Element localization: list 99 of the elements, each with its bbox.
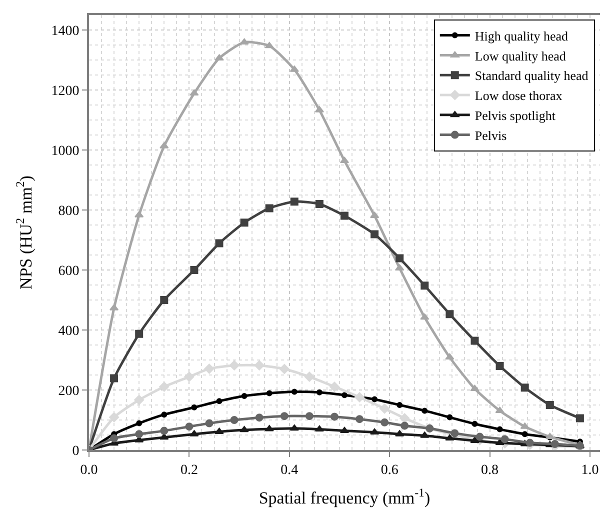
point xyxy=(342,392,348,398)
point xyxy=(110,374,118,382)
point xyxy=(496,362,504,370)
point xyxy=(370,230,379,238)
point xyxy=(340,212,348,220)
y-tick-label: 1400 xyxy=(51,24,80,39)
point xyxy=(205,419,214,428)
point xyxy=(229,360,240,370)
point xyxy=(159,382,170,392)
point xyxy=(472,420,478,427)
point xyxy=(445,434,454,441)
point xyxy=(135,430,144,438)
x-tick-label: 1.0 xyxy=(581,462,599,478)
point xyxy=(446,310,454,318)
point xyxy=(161,412,168,418)
point xyxy=(340,426,350,434)
point xyxy=(546,401,554,409)
y-tick-label: 0 xyxy=(72,444,80,459)
point xyxy=(304,372,314,382)
point xyxy=(400,422,409,430)
point xyxy=(316,389,322,396)
point xyxy=(290,424,299,431)
point xyxy=(496,426,503,432)
point xyxy=(314,425,324,432)
point xyxy=(241,393,248,399)
point xyxy=(446,414,453,420)
x-axis-title: Spatial frequency (mm$^{-1}$) xyxy=(258,486,430,508)
point xyxy=(265,204,274,212)
point xyxy=(160,296,168,304)
point xyxy=(420,282,429,290)
point xyxy=(356,415,364,424)
y-tick-label: 1000 xyxy=(51,144,80,159)
point xyxy=(576,414,584,422)
point xyxy=(255,414,264,422)
point xyxy=(450,429,459,438)
y-tick-label: 400 xyxy=(58,324,80,339)
point xyxy=(396,402,403,408)
point xyxy=(230,416,238,424)
point xyxy=(315,200,324,208)
x-tick-label: 0.8 xyxy=(481,462,499,478)
point xyxy=(191,404,198,410)
point xyxy=(184,372,194,382)
point xyxy=(190,89,199,96)
point xyxy=(240,218,248,227)
y-tick-label: 600 xyxy=(58,264,80,279)
point xyxy=(134,394,144,405)
point xyxy=(291,388,298,395)
point xyxy=(280,412,288,420)
point xyxy=(290,198,298,206)
point xyxy=(136,420,142,426)
x-tick-label: 0.0 xyxy=(80,462,98,478)
point xyxy=(216,398,222,404)
point xyxy=(422,408,428,414)
point xyxy=(135,330,144,338)
point xyxy=(110,434,118,442)
x-tick-label: 0.6 xyxy=(380,462,398,478)
point xyxy=(470,336,479,345)
x-tick-label: 0.4 xyxy=(280,462,298,478)
point xyxy=(354,392,365,402)
point xyxy=(340,156,350,164)
point xyxy=(495,438,504,446)
point xyxy=(305,412,314,420)
legend-label: Low quality head xyxy=(474,48,566,64)
point xyxy=(380,418,389,426)
point xyxy=(254,360,264,370)
point xyxy=(470,384,480,392)
legend-label: Standard quality head xyxy=(474,68,589,84)
point xyxy=(329,382,340,392)
point xyxy=(380,404,390,414)
y-tick-label: 1200 xyxy=(51,84,80,99)
y-tick-label: 800 xyxy=(58,204,80,219)
point xyxy=(190,266,198,274)
point xyxy=(372,396,378,402)
point xyxy=(522,431,528,438)
y-tick-label: 200 xyxy=(58,384,80,399)
point xyxy=(264,42,274,48)
point xyxy=(330,412,338,421)
point xyxy=(240,426,249,432)
point xyxy=(400,413,410,424)
point xyxy=(204,364,214,374)
point xyxy=(520,384,529,392)
point xyxy=(526,438,534,447)
point xyxy=(215,239,224,248)
point xyxy=(500,435,509,444)
point xyxy=(109,412,120,422)
point xyxy=(370,428,380,435)
point xyxy=(160,426,168,435)
point xyxy=(420,313,430,320)
point xyxy=(185,422,194,431)
point xyxy=(445,353,454,360)
x-tick-label: 0.2 xyxy=(180,462,198,478)
point xyxy=(396,254,404,262)
point xyxy=(476,432,484,441)
legend-label: Pelvis xyxy=(474,128,507,143)
legend-label: Low dose thorax xyxy=(474,88,563,104)
point xyxy=(279,364,290,374)
legend-label: High quality head xyxy=(474,28,569,44)
point xyxy=(266,390,272,396)
legend-label: Pelvis spotlight xyxy=(474,108,556,123)
